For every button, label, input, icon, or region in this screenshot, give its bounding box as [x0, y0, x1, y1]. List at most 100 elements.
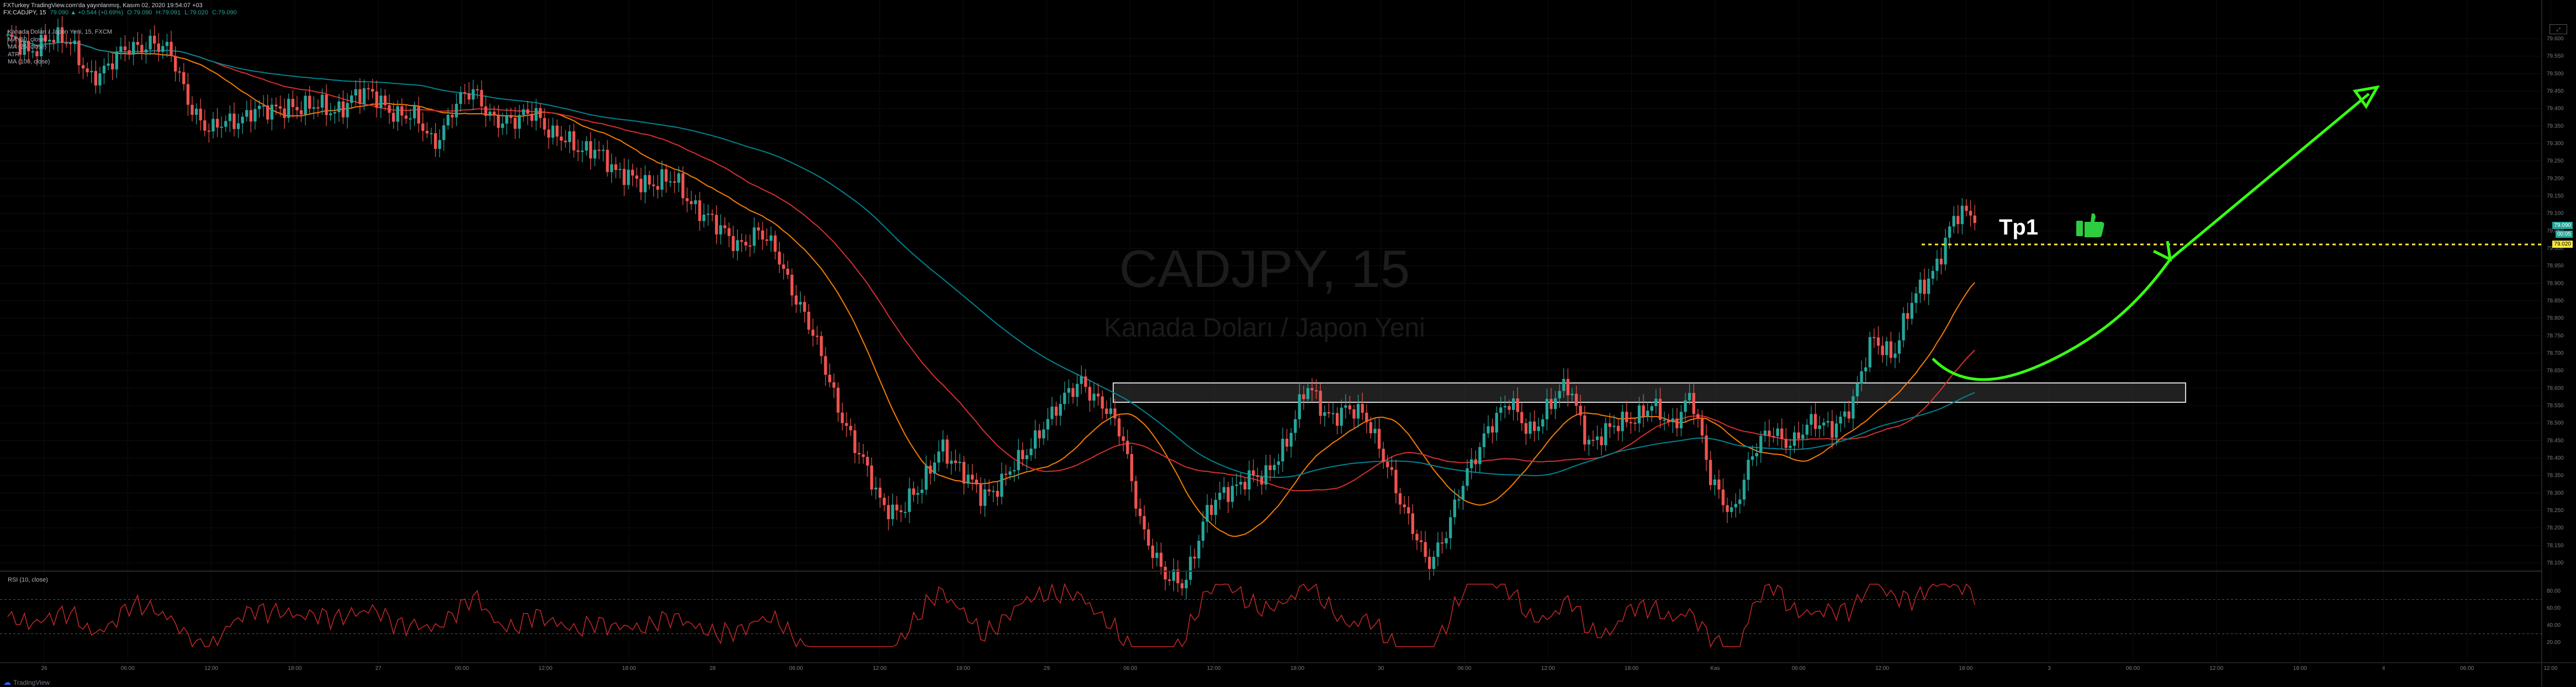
candle-body	[1063, 392, 1066, 404]
candle-body	[270, 104, 273, 120]
time-tick: 29	[1044, 665, 1050, 672]
candle-body	[1369, 422, 1373, 434]
ma25-line[interactable]	[7, 34, 1975, 537]
candle-body	[367, 88, 370, 89]
candle-body	[1595, 436, 1599, 440]
candle-body	[354, 89, 357, 96]
candle-body	[1168, 579, 1171, 581]
candle-body	[1537, 426, 1540, 432]
candle-body	[493, 111, 496, 116]
candle-body	[1310, 388, 1314, 391]
ma50-line[interactable]	[7, 34, 1975, 492]
time-tick: 06:00	[121, 665, 135, 672]
rsi-label[interactable]: RSI (10, close)	[8, 577, 48, 583]
rsi-line[interactable]	[7, 583, 1975, 648]
support-zone[interactable]	[1113, 382, 2186, 403]
candle-body	[253, 109, 257, 122]
candle-body	[182, 72, 186, 84]
candle-body	[1180, 583, 1184, 589]
candle-body	[631, 169, 634, 176]
candle-body	[1512, 398, 1515, 410]
candle-body	[1193, 556, 1197, 559]
candle-body	[816, 335, 819, 337]
candle-body	[1768, 430, 1771, 436]
candle-body	[1893, 353, 1897, 358]
arrow-head-upper-icon	[2352, 85, 2380, 109]
time-tick: 27	[375, 665, 382, 672]
candle-body	[505, 115, 509, 124]
candle-body	[535, 108, 538, 121]
candle-body	[421, 123, 425, 131]
candle-body	[664, 169, 668, 182]
candle-body	[723, 225, 727, 228]
candle-body	[412, 106, 416, 119]
legend-ma100[interactable]: MA (100, close)	[8, 58, 50, 65]
candle-body	[1205, 505, 1209, 522]
candle-body	[1470, 459, 1473, 468]
candle-body	[1097, 393, 1100, 397]
candle-body	[1080, 376, 1083, 384]
candle-body	[417, 106, 420, 124]
candle-body	[1222, 487, 1226, 493]
candle-body	[119, 46, 123, 52]
candle-body	[568, 131, 572, 142]
fullscreen-button[interactable]: ⤢	[2549, 24, 2567, 34]
candle-body	[1113, 408, 1117, 419]
projection-arrow-path	[1932, 93, 2370, 381]
candle-body	[1461, 486, 1465, 499]
candle-body	[1340, 407, 1343, 426]
candle-body	[409, 118, 412, 120]
candle-body	[1377, 429, 1381, 449]
candle-body	[194, 109, 198, 115]
candle-body	[1029, 448, 1033, 455]
candle-body	[1553, 398, 1557, 409]
candle-body	[27, 41, 30, 51]
candle-body	[1122, 436, 1125, 441]
candle-body	[358, 89, 362, 104]
time-tick: 12:00	[1875, 665, 1889, 672]
candle-body	[316, 107, 320, 109]
candle-body	[870, 465, 874, 489]
price-tick: 78.150	[2547, 542, 2564, 548]
legend-ma50[interactable]: MA (50, close)	[8, 36, 47, 43]
symbol-label[interactable]: FX:CADJPY, 15	[3, 9, 46, 16]
candle-body	[656, 186, 659, 190]
candle-body	[1386, 462, 1389, 467]
footer-brand[interactable]: TradingView	[13, 678, 50, 686]
candle-body	[1403, 504, 1406, 508]
candle-body	[1935, 258, 1939, 271]
rsi-tick: 80.00	[2547, 588, 2561, 594]
candle-body	[580, 150, 584, 152]
candle-body	[44, 35, 47, 42]
candle-body	[1428, 557, 1431, 569]
ohlc-low: L:79.020	[184, 9, 209, 16]
candle-body	[65, 42, 68, 44]
candle-body	[1826, 421, 1830, 423]
candle-body	[597, 150, 601, 151]
candle-body	[1688, 393, 1691, 401]
legend-ma25[interactable]: MA (25, close)	[8, 44, 47, 50]
candle-body	[1352, 409, 1356, 419]
candle-body	[446, 115, 450, 126]
candle-body	[782, 264, 785, 269]
candle-body	[832, 382, 835, 388]
ma100-line[interactable]	[7, 34, 1975, 478]
price-tick: 78.300	[2547, 490, 2564, 496]
candle-body	[1650, 406, 1653, 411]
candle-body	[1201, 521, 1205, 541]
candle-body	[1361, 403, 1364, 413]
candle-body	[249, 110, 253, 122]
legend-atr[interactable]: ATR	[8, 51, 20, 58]
candle-body	[1734, 504, 1737, 508]
candle-body	[191, 104, 194, 115]
candle-body	[1252, 470, 1255, 476]
candle-body	[1323, 412, 1326, 416]
ohlc-high: H:79.091	[156, 9, 181, 16]
tp1-label: Tp1	[1999, 215, 2038, 239]
time-tick: 26	[41, 665, 47, 672]
candle-body	[283, 108, 286, 118]
ohlc-close: C:79.090	[212, 9, 237, 16]
candle-body	[879, 487, 882, 498]
candle-body	[1776, 428, 1779, 436]
